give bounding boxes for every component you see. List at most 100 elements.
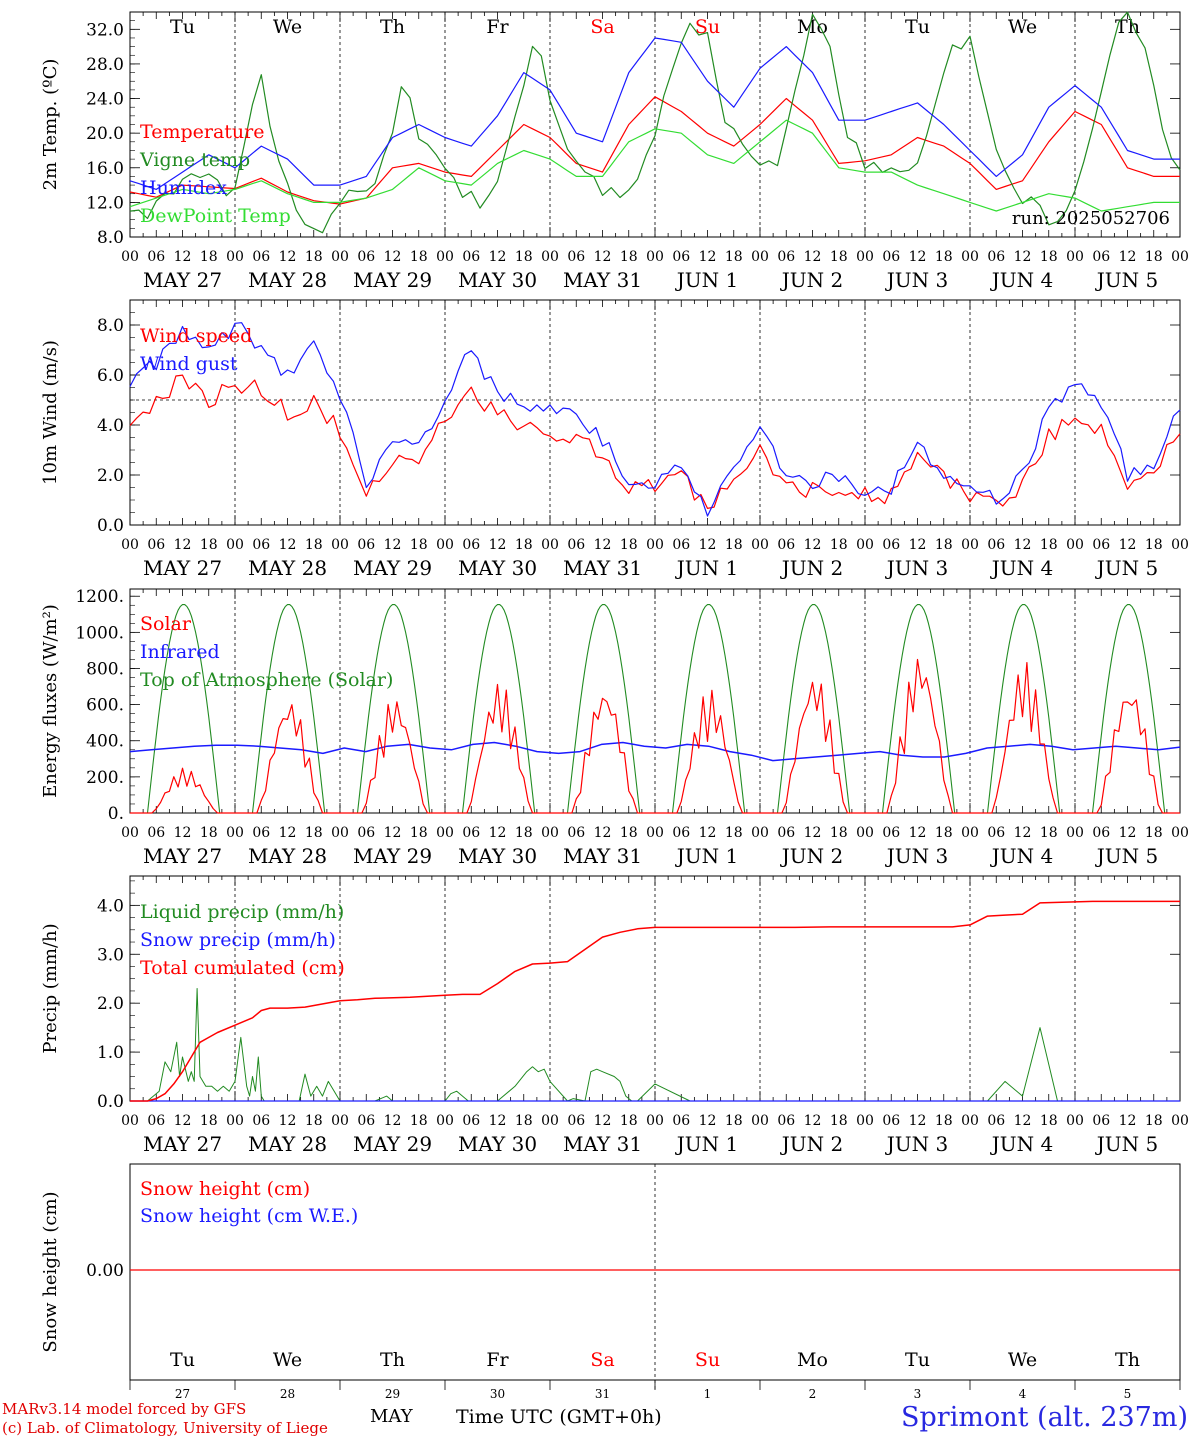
hour-tick-label: 12 [699,825,717,841]
hour-tick-label: 12 [804,1113,822,1129]
hour-tick-label: 00 [331,825,349,841]
hour-tick-label: 00 [1066,249,1084,265]
hour-tick-label: 18 [935,249,953,265]
hour-tick-label: 18 [1145,1113,1163,1129]
hour-tick-label: 00 [436,537,454,553]
legend-entry: Solar [140,613,192,635]
hour-tick-label: 06 [357,825,375,841]
hour-tick-label: 06 [777,537,795,553]
date-label: MAY 30 [458,844,537,868]
hour-tick-label: 12 [174,825,192,841]
hour-tick-label: 06 [252,537,270,553]
legend-entry: Liquid precip (mm/h) [140,901,344,923]
hour-tick-label: 06 [357,1113,375,1129]
date-label: JUN 3 [885,1132,948,1156]
y-tick-label: 1200. [75,587,124,607]
date-label: MAY 31 [563,844,642,868]
hour-tick-label: 18 [200,825,218,841]
hour-tick-label: 18 [1040,1113,1058,1129]
hour-tick-label: 00 [751,537,769,553]
date-label: JUN 3 [885,844,948,868]
date-label: MAY 30 [458,1132,537,1156]
hour-tick-label: 00 [121,1113,139,1129]
day-number-label: 31 [595,1387,610,1401]
date-label: MAY 31 [563,1132,642,1156]
hour-tick-label: 00 [751,249,769,265]
weekday-label: Tu [905,16,930,38]
date-label: JUN 3 [885,268,948,292]
hour-tick-label: 18 [305,825,323,841]
hour-tick-label: 06 [882,537,900,553]
hour-tick-label: 06 [672,249,690,265]
series-line-wind-speed [129,374,1181,509]
hour-tick-label: 18 [725,249,743,265]
y-axis-label: Snow height (cm) [40,1191,61,1352]
date-label: JUN 4 [990,844,1053,868]
hour-tick-label: 06 [777,249,795,265]
hour-tick-label: 00 [541,1113,559,1129]
hour-tick-label: 06 [672,1113,690,1129]
y-tick-label: 8.0 [97,228,124,248]
hour-tick-label: 12 [1014,825,1032,841]
y-tick-label: 24.0 [86,90,124,110]
date-label: JUN 4 [990,1132,1053,1156]
hour-tick-label: 00 [226,537,244,553]
series-line-total-cumulated [130,900,1180,1102]
hour-tick-label: 12 [909,1113,927,1129]
hour-tick-label: 18 [200,537,218,553]
hour-tick-label: 00 [226,249,244,265]
hour-tick-label: 12 [384,249,402,265]
hour-tick-label: 06 [567,1113,585,1129]
date-label: MAY 27 [143,268,222,292]
weekday-label: We [273,16,302,38]
series-line-infrared [129,741,1181,762]
hour-tick-label: 06 [882,825,900,841]
hour-tick-label: 00 [331,249,349,265]
weekday-label: Su [695,1349,720,1371]
date-label: MAY 31 [563,268,642,292]
hour-tick-label: 12 [384,1113,402,1129]
weekday-label: Sa [590,16,614,38]
hour-tick-label: 00 [121,537,139,553]
date-label: JUN 1 [675,268,738,292]
hour-tick-label: 18 [830,1113,848,1129]
hour-tick-label: 06 [567,825,585,841]
series-line-temperature [129,96,1180,205]
hour-tick-label: 06 [882,249,900,265]
hour-tick-label: 00 [856,537,874,553]
hour-tick-label: 00 [331,537,349,553]
weekday-label: We [1008,16,1037,38]
hour-tick-label: 18 [935,537,953,553]
hour-tick-label: 12 [699,537,717,553]
hour-tick-label: 18 [305,537,323,553]
hour-tick-label: 12 [279,249,297,265]
y-axis-label: 10m Wind (m/s) [40,340,61,485]
y-tick-label: 12.0 [86,193,124,213]
hour-tick-label: 18 [830,537,848,553]
date-label: JUN 2 [780,1132,843,1156]
date-label: MAY 29 [353,556,432,580]
hour-tick-label: 06 [147,825,165,841]
hour-tick-label: 12 [1014,249,1032,265]
hour-tick-label: 12 [594,1113,612,1129]
y-tick-label: 200. [86,768,124,788]
hour-tick-label: 12 [279,825,297,841]
hour-tick-label: 06 [252,825,270,841]
weekday-label: Sa [590,1349,614,1371]
y-tick-label: 600. [86,696,124,716]
hour-tick-label: 06 [357,249,375,265]
hour-tick-label: 18 [935,825,953,841]
date-label: MAY 28 [248,844,327,868]
hour-tick-label: 00 [1066,537,1084,553]
series-line-dewpoint-temp [129,119,1180,212]
hour-tick-label: 18 [725,537,743,553]
hour-tick-label: 06 [147,537,165,553]
hour-tick-label: 18 [725,1113,743,1129]
date-label: JUN 5 [1095,1132,1158,1156]
hour-tick-label: 12 [699,249,717,265]
hour-tick-label: 06 [147,249,165,265]
hour-tick-label: 12 [594,249,612,265]
hour-tick-label: 12 [594,825,612,841]
hour-tick-label: 12 [1119,537,1137,553]
hour-tick-label: 00 [541,249,559,265]
